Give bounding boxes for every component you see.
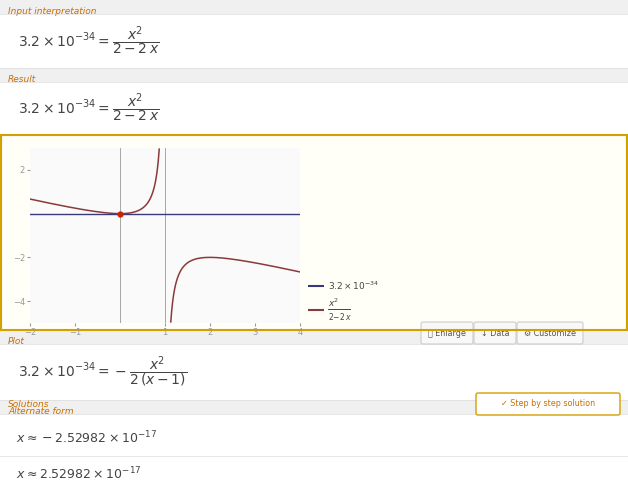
FancyBboxPatch shape [474,322,516,344]
Text: $x \approx 2.52982\times 10^{-17}$: $x \approx 2.52982\times 10^{-17}$ [16,466,142,482]
Text: $2{-}2\,x$: $2{-}2\,x$ [328,310,352,321]
Bar [0,135,628,330]
Text: Plot: Plot [8,337,25,346]
Text: Result: Result [8,75,36,84]
Text: ✓ Step by step solution: ✓ Step by step solution [501,400,595,408]
Bar [1,135,627,330]
Bar [0,330,628,344]
Bar [0,0,628,14]
Text: $x^2$: $x^2$ [328,297,339,309]
Bar [0,68,628,82]
Text: $3.2 \times 10^{-34}$: $3.2 \times 10^{-34}$ [328,280,379,292]
Text: Input interpretation: Input interpretation [8,7,97,16]
Text: $3.2 \times 10^{-34} = \dfrac{x^2}{2-2\,x}$: $3.2 \times 10^{-34} = \dfrac{x^2}{2-2\,… [18,25,160,58]
Text: Alternate form: Alternate form [8,407,73,416]
Bar [0,82,628,135]
Bar [0,414,628,492]
Text: $3.2\times 10^{-34} = -\dfrac{x^2}{2\,(x-1)}$: $3.2\times 10^{-34} = -\dfrac{x^2}{2\,(x… [18,355,187,390]
Bar [0,344,628,400]
Bar [0,400,628,414]
Text: $x \approx -2.52982\times 10^{-17}$: $x \approx -2.52982\times 10^{-17}$ [16,430,157,446]
Text: ⚙ Customize: ⚙ Customize [524,329,576,338]
Text: ⌕ Enlarge: ⌕ Enlarge [428,329,466,338]
FancyBboxPatch shape [476,393,620,415]
Text: $3.2\times 10^{-34} = \dfrac{x^2}{2-2\,x}$: $3.2\times 10^{-34} = \dfrac{x^2}{2-2\,x… [18,92,160,124]
Bar [0,14,628,68]
Text: ↓ Data: ↓ Data [481,329,509,338]
FancyBboxPatch shape [421,322,473,344]
Text: Solutions: Solutions [8,400,50,409]
FancyBboxPatch shape [517,322,583,344]
